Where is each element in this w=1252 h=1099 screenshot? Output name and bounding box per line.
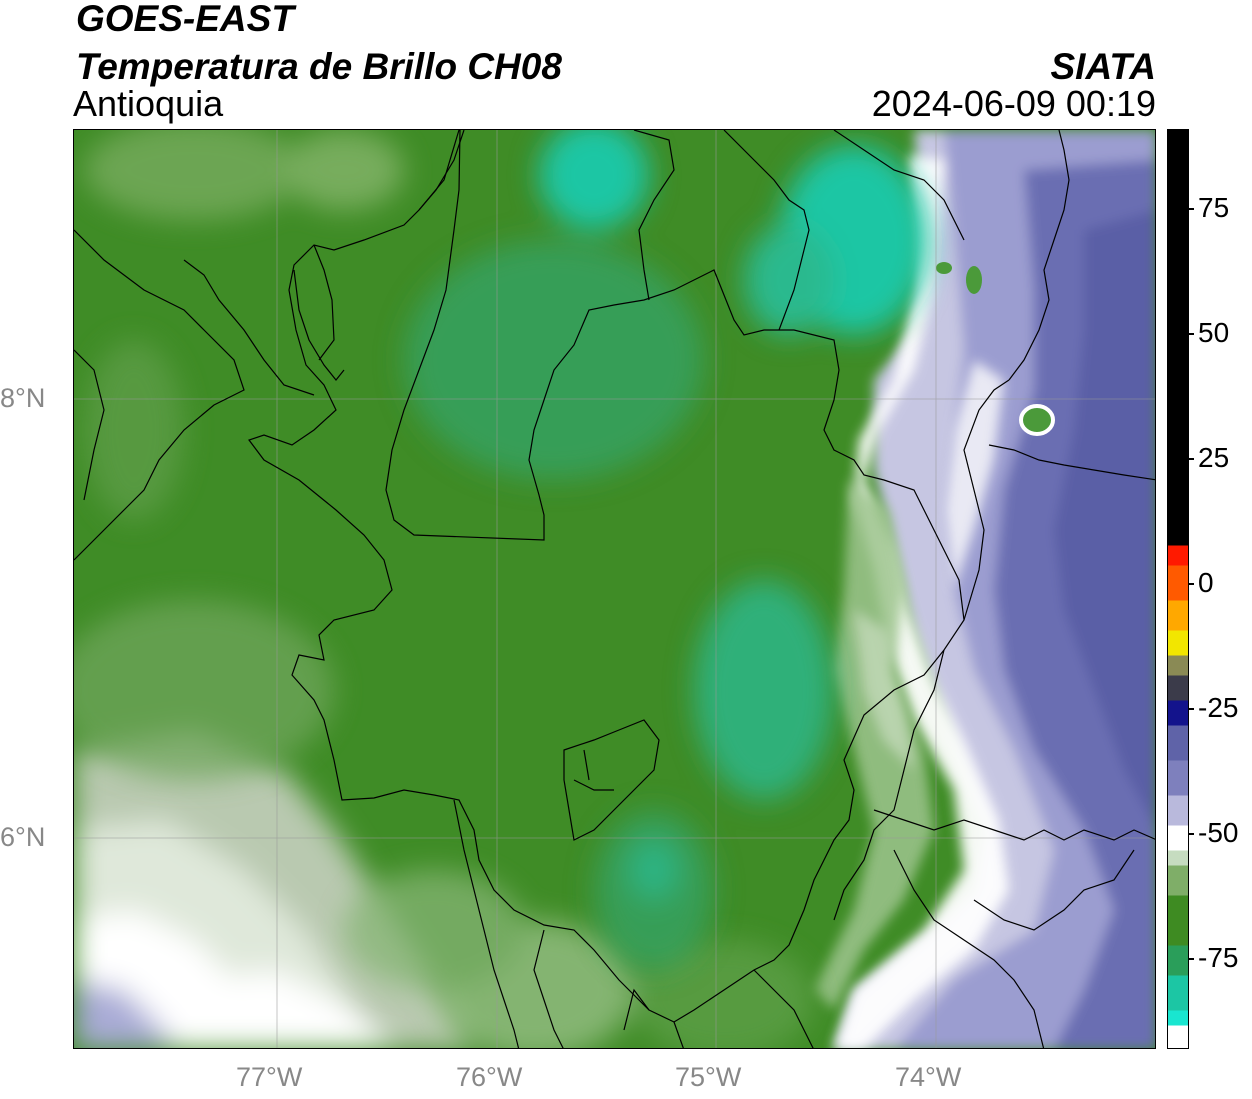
map-panel[interactable] (73, 129, 1156, 1049)
colorbar-tick (1188, 583, 1194, 585)
colorbar-segment (1168, 895, 1188, 946)
lon-label-76w: 76°W (456, 1062, 523, 1092)
white-band-east (834, 155, 1009, 1048)
colorbar-segment (1168, 630, 1188, 656)
colorbar-segment (1168, 795, 1188, 826)
lon-label-75w: 75°W (675, 1062, 742, 1092)
colorbar-tick-label: 50 (1198, 317, 1230, 348)
colorbar-tick-label: -25 (1198, 692, 1239, 723)
colorbar-segment (1168, 675, 1188, 701)
colorbar-segment (1168, 1010, 1188, 1026)
colorbar-segment (1168, 600, 1188, 631)
admin-borders (74, 130, 1155, 1048)
region-label: Antioquia (73, 83, 224, 124)
colorbar-tick-label: -75 (1198, 942, 1239, 973)
colorbar-segment (1168, 760, 1188, 796)
lon-label-77w: 77°W (236, 1062, 303, 1092)
product-title: Temperatura de Brillo CH08 (76, 46, 562, 87)
colorbar-segment (1168, 825, 1188, 851)
fringe-green-east (814, 480, 934, 1010)
colorbar-tick (1188, 333, 1194, 335)
colorbar-segment (1168, 655, 1188, 676)
teal-cloud-tops (404, 130, 929, 970)
colorbar-segment (1168, 975, 1188, 1011)
colorbar-tick-label: 75 (1198, 192, 1230, 223)
brand-label: SIATA (1050, 46, 1156, 87)
lat-label-8n: 8°N (0, 383, 46, 413)
colorbar-tick-label: -50 (1198, 817, 1239, 848)
colorbar-segment (1168, 700, 1188, 726)
colorbar-segment (1168, 130, 1188, 546)
colorbar-tick-label: 25 (1198, 442, 1230, 473)
colorbar-segment (1168, 945, 1188, 976)
satellite-title: GOES-EAST (76, 0, 294, 39)
colorbar-tick (1188, 958, 1194, 960)
colorbar-segment (1168, 850, 1188, 866)
colorbar-segment (1168, 545, 1188, 566)
colorbar-tick (1188, 208, 1194, 210)
colorbar-tick (1188, 458, 1194, 460)
colorbar-segment (1168, 725, 1188, 761)
brightness-temperature-map (74, 130, 1155, 1048)
light-green-patches (74, 130, 814, 1048)
gridlines (74, 130, 1155, 1048)
colorbar-tick (1188, 708, 1194, 710)
lon-label-74w: 74°W (895, 1062, 962, 1092)
colorbar-tick-label: 0 (1198, 567, 1214, 598)
colorbar-tick (1188, 833, 1194, 835)
colorbar-gradient (1168, 130, 1188, 1048)
datetime-label: 2024-06-09 00:19 (871, 83, 1156, 124)
colorbar-segment (1168, 1025, 1188, 1048)
colorbar-segment (1168, 565, 1188, 601)
lat-label-6n: 6°N (0, 822, 46, 852)
colorbar (1167, 129, 1189, 1049)
colorbar-segment (1168, 865, 1188, 896)
east-islands (936, 262, 1055, 436)
